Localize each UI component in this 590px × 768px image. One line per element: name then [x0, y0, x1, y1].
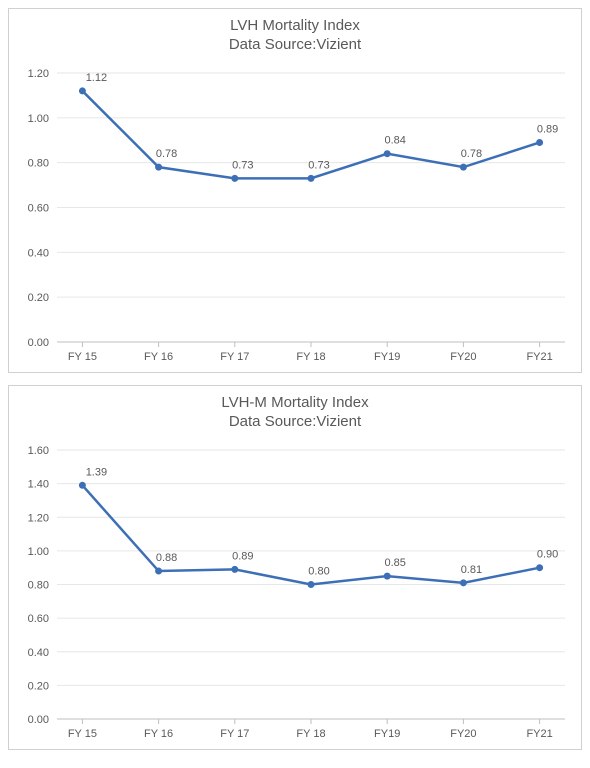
- data-label: 0.89: [537, 123, 558, 135]
- data-marker: [460, 164, 467, 171]
- x-tick-label: FY21: [526, 351, 552, 363]
- y-tick-label: 0.80: [28, 158, 49, 170]
- data-label: 0.90: [537, 549, 558, 561]
- data-label: 0.85: [384, 557, 405, 569]
- y-tick-label: 0.00: [28, 337, 49, 349]
- chart-plot: 0.00 0.20 0.40 0.60 0.80 1.00 1.20 1.40 1.60 FY 1…: [9, 386, 583, 751]
- data-marker: [231, 566, 238, 573]
- y-tick-label: 1.20: [28, 512, 49, 524]
- data-label: 1.12: [86, 72, 107, 84]
- data-label: 0.80: [308, 566, 329, 578]
- data-marker: [384, 150, 391, 157]
- x-tick-label: FY 17: [220, 728, 249, 740]
- y-tick-label: 1.20: [28, 68, 49, 80]
- data-marker: [155, 568, 162, 575]
- data-label: 0.81: [461, 564, 482, 576]
- data-marker: [460, 579, 467, 586]
- data-label: 0.73: [308, 159, 329, 171]
- y-tick-label: 0.80: [28, 580, 49, 592]
- data-marker: [155, 164, 162, 171]
- data-marker: [308, 175, 315, 182]
- chart-panel-lvhm: LVH-M Mortality IndexData Source:Vizient…: [8, 385, 582, 750]
- y-tick-label: 0.40: [28, 247, 49, 259]
- data-label: 0.88: [156, 552, 177, 564]
- data-marker: [231, 175, 238, 182]
- y-tick-label: 1.00: [28, 113, 49, 125]
- x-tick-label: FY 15: [68, 351, 97, 363]
- y-tick-label: 1.00: [28, 546, 49, 558]
- x-tick-label: FY20: [450, 351, 476, 363]
- data-marker: [536, 139, 543, 146]
- data-marker: [79, 482, 86, 489]
- x-tick-label: FY 17: [220, 351, 249, 363]
- data-label: 0.78: [461, 148, 482, 160]
- chart-panel-lvh: LVH Mortality IndexData Source:Vizient0.…: [8, 8, 582, 373]
- y-tick-label: 0.20: [28, 292, 49, 304]
- x-tick-label: FY21: [526, 728, 552, 740]
- y-tick-label: 0.60: [28, 203, 49, 215]
- x-tick-label: FY19: [374, 351, 400, 363]
- y-tick-label: 0.00: [28, 714, 49, 726]
- x-tick-label: FY 16: [144, 351, 173, 363]
- x-tick-label: FY 18: [296, 351, 325, 363]
- x-tick-label: FY20: [450, 728, 476, 740]
- data-marker: [536, 564, 543, 571]
- y-tick-label: 1.60: [28, 445, 49, 457]
- data-label: 0.84: [384, 135, 405, 147]
- data-label: 1.39: [86, 466, 107, 478]
- y-tick-label: 1.40: [28, 479, 49, 491]
- data-marker: [308, 581, 315, 588]
- x-tick-label: FY 18: [296, 728, 325, 740]
- data-marker: [79, 87, 86, 94]
- y-tick-label: 0.20: [28, 680, 49, 692]
- data-label: 0.89: [232, 550, 253, 562]
- data-label: 0.78: [156, 148, 177, 160]
- data-label: 0.73: [232, 159, 253, 171]
- x-tick-label: FY19: [374, 728, 400, 740]
- x-tick-label: FY 16: [144, 728, 173, 740]
- x-tick-label: FY 15: [68, 728, 97, 740]
- y-tick-label: 0.60: [28, 613, 49, 625]
- chart-plot: 0.00 0.20 0.40 0.60 0.80 1.00 1.20 FY 15 FY 16 FY…: [9, 9, 583, 374]
- data-marker: [384, 573, 391, 580]
- y-tick-label: 0.40: [28, 647, 49, 659]
